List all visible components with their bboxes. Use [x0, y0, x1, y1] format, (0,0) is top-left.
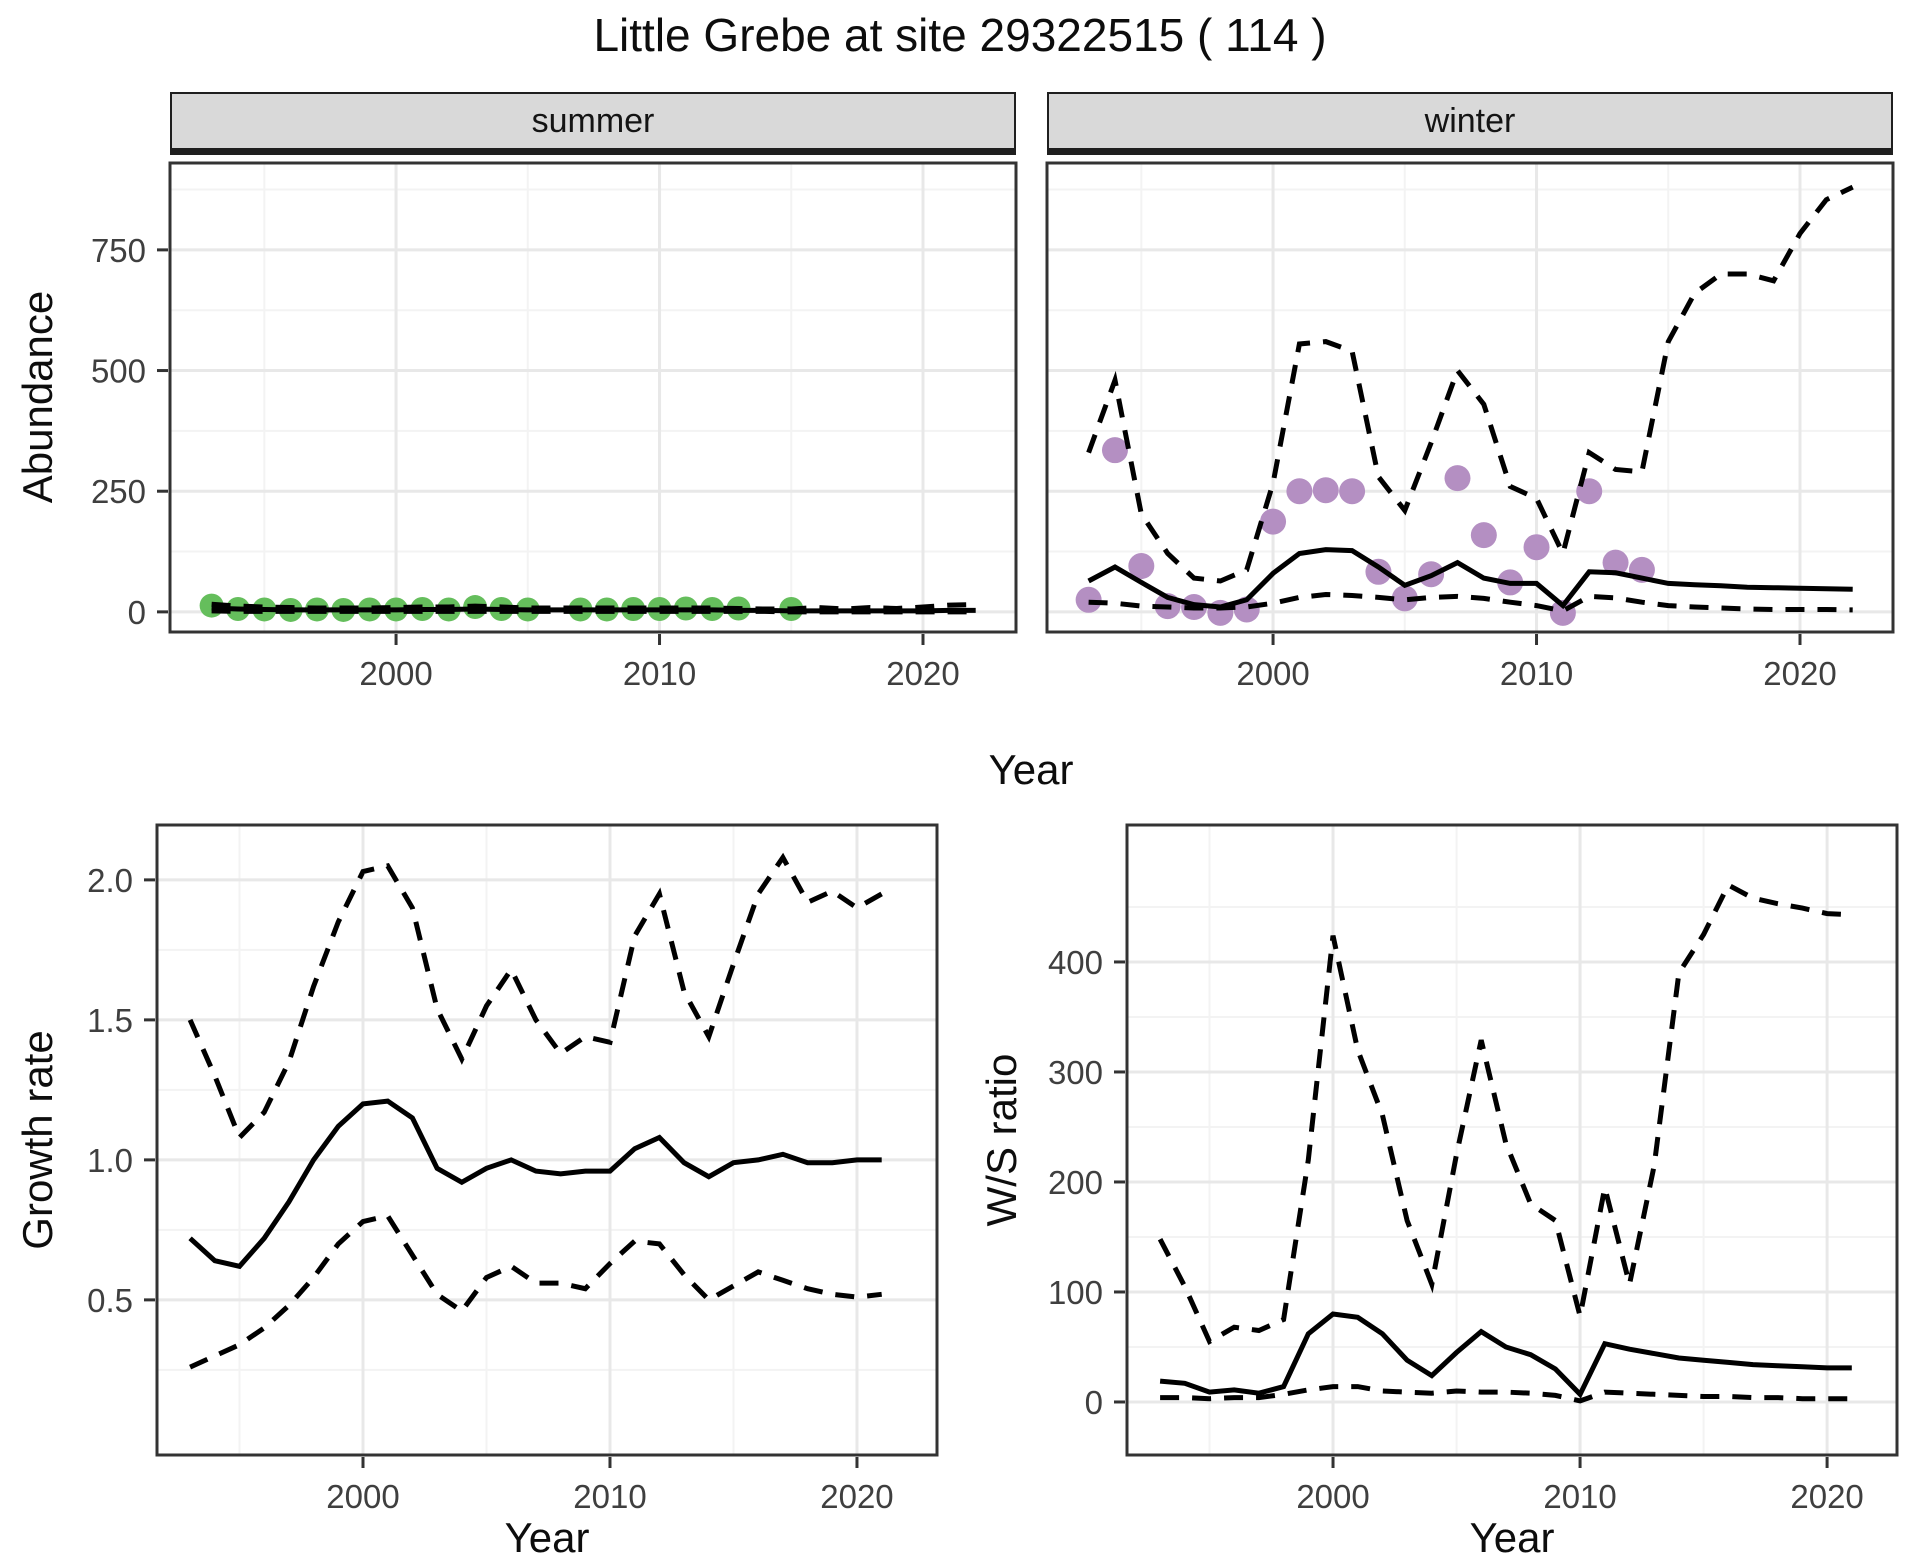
y-tick-label: 0.5 [87, 1282, 133, 1319]
y-tick-label: 1.0 [87, 1142, 133, 1179]
data-point [1523, 534, 1550, 561]
panel-background [1127, 825, 1897, 1455]
data-point [1339, 478, 1366, 505]
y-tick-label: 2.0 [87, 862, 133, 899]
data-point [1470, 522, 1497, 549]
x-tick-label: 2020 [1790, 1478, 1863, 1515]
dashed-lower-ci [1160, 1384, 1852, 1404]
winter-abundance-panel: 2000 2010 2020 [1045, 161, 1895, 692]
growth-rate-axis-title: Growth rate [14, 1030, 61, 1250]
data-point [1286, 478, 1313, 505]
facet-strip-summer: summer [170, 92, 1016, 155]
x-tick-label: 2010 [1543, 1478, 1616, 1515]
x-tick-label: 2020 [886, 655, 959, 692]
ws-ratio-axis-title: W/S ratio [978, 1053, 1025, 1227]
data-point [1602, 549, 1629, 576]
y-tick-label: 300 [1048, 1054, 1103, 1091]
solid-fitted-line [211, 605, 976, 614]
year-axis-title-bottom-right: Year [1469, 1514, 1555, 1560]
x-tick-label: 2010 [623, 655, 696, 692]
data-point [1128, 553, 1155, 580]
x-tick-label: 2000 [359, 655, 432, 692]
solid-fitted-line [1159, 1311, 1852, 1399]
y-tick-label: 0 [1085, 1384, 1103, 1421]
growth-rate-panel: 2000 2010 2020 0.5 1.0 1.5 2.0 [87, 823, 939, 1515]
data-point [1312, 477, 1339, 504]
x-tick-label: 2010 [573, 1478, 646, 1515]
x-tick-label: 2020 [1763, 655, 1836, 692]
dashed-lower-ci [1088, 591, 1853, 614]
solid-fitted-line [1087, 547, 1853, 610]
facet-strip-winter: winter [1047, 92, 1893, 155]
x-tick-label: 2010 [1500, 655, 1573, 692]
year-axis-title-bottom-left: Year [504, 1514, 590, 1560]
page-title: Little Grebe at site 29322515 ( 114 ) [593, 9, 1327, 61]
panel-background [170, 163, 1016, 632]
dashed-upper-ci [1157, 881, 1852, 1346]
dashed-upper-ci [187, 852, 883, 1142]
y-tick-label: 750 [91, 232, 146, 269]
ws-ratio-panel: 2000 2010 2020 0 100 200 300 400 [1048, 823, 1899, 1515]
dashed-lower-ci [189, 1213, 882, 1370]
panel-border [155, 823, 939, 1457]
y-tick-label: 0 [128, 594, 146, 631]
y-tick-label: 100 [1048, 1274, 1103, 1311]
x-tick-label: 2000 [1296, 1478, 1369, 1515]
x-tick-label: 2000 [326, 1478, 399, 1515]
y-tick-label: 500 [91, 353, 146, 390]
y-tick-label: 200 [1048, 1164, 1103, 1201]
panel-background [1047, 163, 1893, 632]
panel-border [168, 161, 1018, 634]
data-point [1260, 508, 1287, 535]
panel-background [157, 825, 937, 1455]
data-point [1444, 465, 1471, 492]
data-point [1075, 586, 1102, 613]
summer-abundance-panel: 2000 2010 2020 0 250 500 750 [91, 161, 1018, 692]
abundance-axis-title: Abundance [14, 290, 61, 504]
panel-border [1125, 823, 1899, 1457]
data-point [1101, 437, 1128, 464]
year-axis-title-top: Year [988, 746, 1074, 793]
y-tick-label: 400 [1048, 944, 1103, 981]
panel-border [1045, 161, 1895, 634]
x-tick-label: 2020 [820, 1478, 893, 1515]
x-tick-label: 2000 [1236, 655, 1309, 692]
y-tick-label: 1.5 [87, 1002, 133, 1039]
facet-strip-winter-label: winter [1424, 101, 1516, 140]
data-point [1391, 585, 1418, 612]
y-tick-label: 250 [91, 473, 146, 510]
facet-strip-summer-label: summer [531, 101, 655, 140]
solid-fitted-line [188, 1098, 882, 1270]
